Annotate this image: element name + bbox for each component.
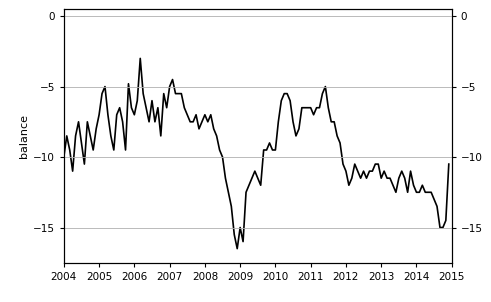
Y-axis label: balance: balance bbox=[19, 114, 28, 158]
